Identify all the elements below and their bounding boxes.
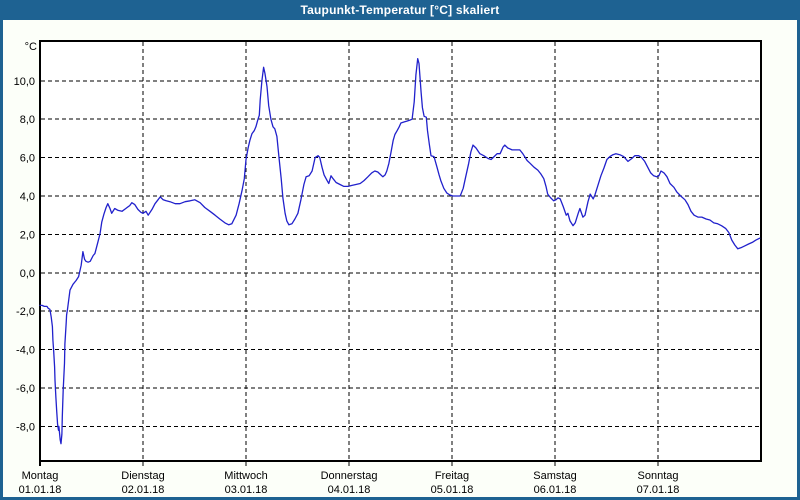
window-border-bottom bbox=[0, 497, 800, 500]
day-date-label: 04.01.18 bbox=[328, 484, 371, 496]
y-tick-label: -6,0 bbox=[16, 383, 35, 395]
day-name-label: Sonntag bbox=[638, 470, 679, 482]
day-name-label: Mittwoch bbox=[224, 470, 267, 482]
day-date-label: 07.01.18 bbox=[637, 484, 680, 496]
day-date-label: 06.01.18 bbox=[534, 484, 577, 496]
day-date-label: 05.01.18 bbox=[431, 484, 474, 496]
y-tick-label: 6,0 bbox=[20, 153, 35, 165]
chart-area: 10,0 8,0 6,0 4,0 2,0 0,0 -2,0 -4,0 -6,0 -8,0 °C Mon… bbox=[0, 20, 800, 500]
temperature-line bbox=[39, 58, 761, 445]
y-tick-label: 10,0 bbox=[14, 76, 35, 88]
y-tick-label: -2,0 bbox=[16, 306, 35, 318]
window-border-right bbox=[797, 20, 800, 500]
plot-frame bbox=[39, 40, 762, 462]
window-border-left bbox=[0, 20, 3, 500]
axis-labels: 10,0 8,0 6,0 4,0 2,0 0,0 -2,0 -4,0 -6,0 -8,0 °C Mon… bbox=[14, 41, 680, 496]
day-name-label: Dienstag bbox=[121, 470, 164, 482]
y-tick-label: -4,0 bbox=[16, 345, 35, 357]
window-title: Taupunkt-Temperatur [°C] skaliert bbox=[300, 3, 500, 17]
temperature-chart-svg: 10,0 8,0 6,0 4,0 2,0 0,0 -2,0 -4,0 -6,0 -8,0 °C Mon… bbox=[14, 40, 762, 496]
day-date-label: 01.01.18 bbox=[19, 484, 62, 496]
title-bar: Taupunkt-Temperatur [°C] skaliert bbox=[0, 0, 800, 20]
day-name-label: Samstag bbox=[533, 470, 576, 482]
y-tick-label: 0,0 bbox=[20, 268, 35, 280]
day-name-label: Donnerstag bbox=[321, 470, 378, 482]
day-name-label: Freitag bbox=[435, 470, 469, 482]
y-tick-label: 4,0 bbox=[20, 191, 35, 203]
y-tick-label: 2,0 bbox=[20, 229, 35, 241]
day-name-label: Montag bbox=[22, 470, 59, 482]
grid-lines bbox=[41, 42, 760, 467]
y-tick-label: 8,0 bbox=[20, 114, 35, 126]
y-tick-label: -8,0 bbox=[16, 421, 35, 433]
day-date-label: 03.01.18 bbox=[225, 484, 268, 496]
day-date-label: 02.01.18 bbox=[122, 484, 165, 496]
y-axis-unit-label: °C bbox=[25, 41, 37, 53]
